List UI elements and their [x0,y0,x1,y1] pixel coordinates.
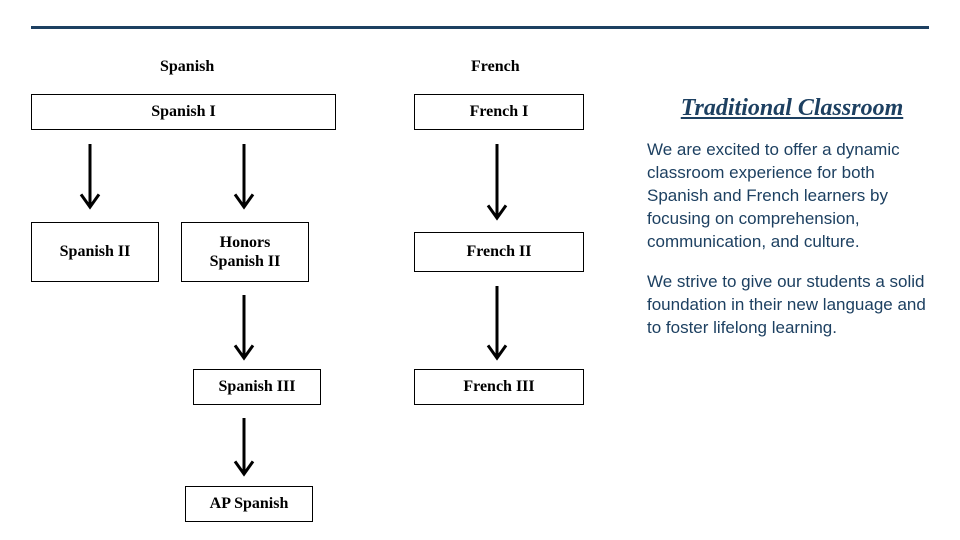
sidebar-title: Traditional Classroom [647,95,937,122]
node-french-2: French II [414,232,584,272]
node-ap-spanish: AP Spanish [185,486,313,522]
sidebar-para-2: We strive to give our students a solid f… [647,271,937,340]
node-label: AP Spanish [210,494,289,513]
node-french-3: French III [414,369,584,405]
node-french-1: French I [414,94,584,130]
arrow-french2-french3 [483,286,511,369]
node-spanish-1: Spanish I [31,94,336,130]
node-label: Spanish I [151,102,216,121]
arrow-honors2-spanish3 [230,295,258,369]
arrow-spanish1-honors2 [230,144,258,218]
node-spanish-3: Spanish III [193,369,321,405]
column-header-french: French [471,58,520,76]
column-header-spanish: Spanish [160,58,214,76]
arrow-french1-french2 [483,144,511,229]
top-divider [31,26,929,29]
node-label: Spanish II [60,242,131,261]
node-label: French III [463,377,534,396]
node-label: Spanish III [219,377,296,396]
sidebar-body: We are excited to offer a dynamic classr… [647,139,937,340]
sidebar: Traditional Classroom We are excited to … [647,95,937,357]
node-spanish-2: Spanish II [31,222,159,282]
arrow-spanish1-spanish2 [76,144,104,218]
node-label: French I [470,102,529,121]
node-label: HonorsSpanish II [210,233,281,271]
arrow-spanish3-apspanish [230,418,258,485]
sidebar-para-1: We are excited to offer a dynamic classr… [647,139,937,254]
node-label: French II [466,242,531,261]
node-honors-spanish-2: HonorsSpanish II [181,222,309,282]
